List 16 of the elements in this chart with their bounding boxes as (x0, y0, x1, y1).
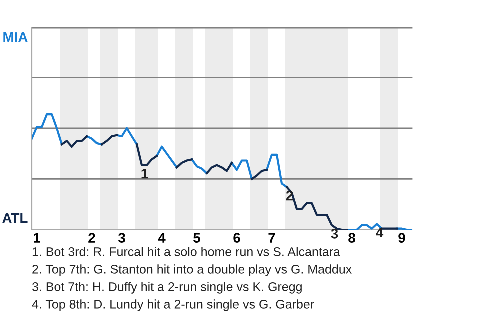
text: MIA (4, 32, 28, 42)
text: 2. Top 7th: G. Stanton hit into a double play vs G. Maddux (32, 264, 352, 276)
text: 3. Bot 7th: H. Duffy hit a 2-run single vs K. Gregg (32, 282, 302, 294)
x-tick-label: 7 (268, 233, 276, 243)
x-tick-label: 8 (348, 233, 356, 243)
x-tick-label: 1 (34, 233, 40, 243)
x-tick-label: 6 (234, 233, 240, 243)
x-tick-label: 3 (118, 233, 126, 243)
text: ATL (2, 214, 28, 224)
annotation: 1 (142, 169, 148, 179)
text: 1. Bot 3rd: R. Furcal hit a solo home run vs S. Alcantara (32, 247, 340, 256)
x-tick-label: 2 (88, 233, 96, 243)
text: 4. Top 8th: D. Lundy hit a 2-run single vs G. Garber (32, 300, 314, 312)
x-tick-label: 4 (158, 233, 166, 243)
x-tick-label: 9 (398, 233, 406, 243)
x-tick-label: 5 (194, 233, 200, 243)
